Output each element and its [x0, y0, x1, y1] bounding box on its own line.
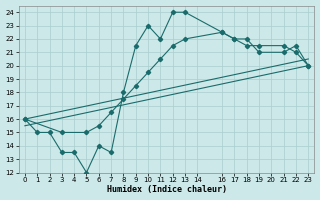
X-axis label: Humidex (Indice chaleur): Humidex (Indice chaleur): [107, 185, 227, 194]
